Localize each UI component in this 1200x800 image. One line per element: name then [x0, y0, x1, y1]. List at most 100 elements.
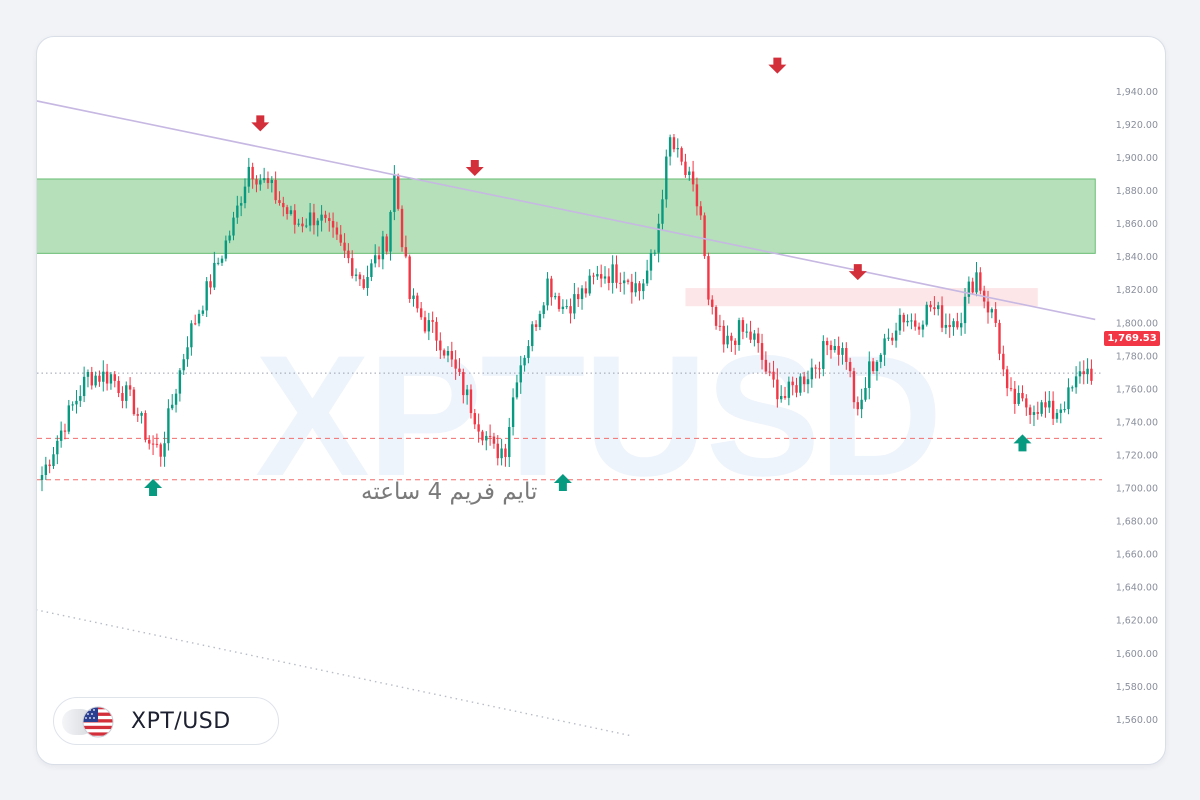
candle — [680, 146, 683, 166]
candle-body — [381, 236, 385, 260]
candle-body — [615, 264, 618, 283]
candle-body — [952, 321, 955, 328]
y-tick-label: 1,580.00 — [1116, 682, 1158, 693]
candle — [377, 246, 381, 268]
candle — [592, 272, 595, 285]
candle — [745, 323, 748, 338]
candle — [1040, 399, 1043, 417]
y-tick-label: 1,840.00 — [1116, 252, 1158, 263]
candle — [205, 277, 208, 318]
candle-body — [224, 240, 228, 259]
candle-body — [1074, 376, 1078, 388]
candle-body — [837, 345, 840, 355]
symbol-pill[interactable]: XPT/USD — [53, 697, 279, 745]
candle — [243, 178, 247, 209]
candle-body — [297, 223, 300, 225]
candle — [531, 321, 534, 352]
candle-body — [1090, 368, 1093, 381]
candle — [393, 165, 396, 221]
candle-body — [220, 258, 224, 263]
candle-body — [802, 376, 806, 385]
candle — [450, 341, 454, 367]
candle — [695, 177, 699, 216]
candle — [442, 348, 446, 359]
candle — [990, 307, 994, 319]
candle — [841, 342, 844, 365]
candle — [917, 322, 921, 335]
candle — [883, 333, 886, 366]
candle — [772, 360, 775, 388]
candle — [795, 377, 798, 398]
candle-body — [144, 413, 147, 440]
candle-body — [511, 397, 515, 427]
candle — [672, 133, 676, 153]
candle — [596, 265, 599, 280]
candle — [82, 366, 86, 403]
candle — [691, 160, 695, 192]
candle — [718, 314, 722, 332]
candle-body — [228, 235, 231, 241]
candle — [1032, 405, 1036, 427]
candle — [285, 204, 289, 220]
candle — [561, 299, 565, 314]
candle — [550, 275, 553, 306]
candle — [668, 134, 672, 166]
candle-body — [508, 426, 511, 458]
candle-body — [871, 361, 875, 372]
candle-body — [485, 435, 488, 441]
candle — [86, 369, 90, 388]
candle — [737, 317, 741, 351]
candle — [546, 272, 549, 311]
candle — [324, 210, 327, 223]
candle-body — [374, 255, 377, 264]
candle — [971, 277, 974, 295]
candle-body — [1078, 371, 1082, 377]
candle-body — [255, 179, 258, 185]
candle — [822, 335, 825, 377]
candle — [239, 196, 243, 217]
candle — [665, 149, 668, 208]
candle-body — [902, 314, 905, 323]
candlestick-chart[interactable]: 1,940.00 1,920.00 1,900.00 1,880.00 1,860.00… — [37, 37, 1165, 764]
candle — [975, 262, 978, 297]
candle — [454, 350, 457, 380]
candle — [1028, 404, 1032, 424]
candle-body — [239, 203, 243, 206]
candle-body — [446, 351, 450, 356]
candle — [619, 272, 622, 293]
candle — [825, 337, 829, 356]
candle-body — [910, 320, 913, 322]
candle — [201, 305, 205, 317]
candle-body — [642, 283, 645, 292]
candle — [347, 243, 350, 264]
candle-body — [668, 137, 672, 157]
candle-body — [481, 431, 484, 441]
candle-body — [684, 161, 687, 175]
candle-body — [749, 331, 752, 340]
candle — [676, 138, 679, 158]
candle-body — [86, 371, 90, 377]
candle — [381, 230, 385, 270]
candle — [186, 336, 189, 367]
candle — [312, 203, 316, 235]
candle — [810, 358, 814, 388]
candle-body — [626, 280, 630, 282]
candle-body — [331, 221, 335, 228]
candle — [814, 364, 817, 379]
candle-body — [347, 250, 350, 259]
candle — [845, 342, 848, 370]
candle-body — [247, 166, 251, 187]
candle — [829, 340, 833, 359]
candle-body — [534, 324, 538, 328]
candle — [588, 269, 591, 296]
candle-body — [328, 218, 331, 222]
candle-body — [963, 296, 967, 324]
candle — [860, 388, 863, 419]
candle — [1090, 359, 1093, 385]
candle — [167, 399, 170, 451]
candle-body — [71, 404, 74, 406]
candle-body — [577, 294, 580, 300]
candle — [960, 312, 963, 336]
candle — [308, 203, 312, 232]
candle — [642, 279, 645, 300]
